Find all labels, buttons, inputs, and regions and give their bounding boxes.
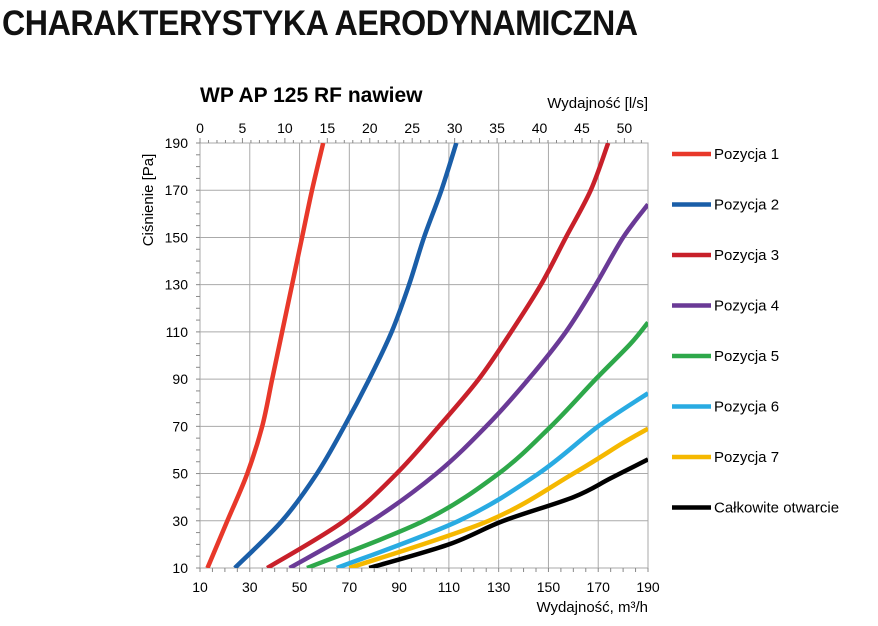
x2-tick-label: 35 [489,120,505,136]
series-line-8 [368,457,648,568]
y-tick-label: 130 [165,277,189,293]
legend-label: Pozycja 4 [714,298,779,315]
page-heading: CHARAKTERYSTYKA AERODYNAMICZNA [2,4,638,43]
x-tick-label: 90 [391,579,407,595]
legend-label: Pozycja 7 [714,449,779,466]
chart-title: WP AP 125 RF nawiew [200,84,423,107]
top-axis-label: Wydajność [l/s] [547,95,648,112]
series-line-3 [266,143,611,568]
x2-tick-label: 40 [532,120,548,136]
y-tick-label: 110 [166,324,189,340]
legend-label: Pozycja 6 [714,399,779,416]
x-tick-label: 190 [636,579,660,595]
x2-tick-label: 50 [617,120,633,136]
x-tick-label: 110 [438,579,461,595]
y-tick-label: 170 [165,182,189,198]
series-line-6 [336,391,648,568]
y-tick-label: 90 [172,371,188,387]
x2-tick-label: 10 [277,120,293,136]
x-tick-label: 130 [487,579,511,595]
x-tick-label: 30 [242,579,258,595]
series-line-7 [348,426,648,568]
y-tick-label: 10 [172,560,188,576]
x-tick-label: 10 [192,579,208,595]
legend-label: Pozycja 5 [714,348,779,365]
bottom-axis-label: Wydajność, m³/h [536,599,648,616]
series-line-4 [288,203,648,568]
y-tick-label: 150 [165,229,189,245]
x-tick-label: 150 [537,579,561,595]
legend-label: Pozycja 3 [714,247,779,264]
y-tick-label: 70 [172,418,188,434]
y-tick-label: 50 [172,466,188,482]
x2-tick-label: 5 [239,120,247,136]
x2-tick-label: 15 [320,120,336,136]
legend-label: Pozycja 2 [714,197,779,214]
legend-label: Całkowite otwarcie [714,500,839,517]
x2-tick-label: 0 [196,120,204,136]
x2-tick-label: 30 [447,120,463,136]
legend-label: Pozycja 1 [714,146,779,163]
x-tick-label: 50 [292,579,308,595]
y-tick-label: 30 [172,513,188,529]
x-tick-label: 170 [587,579,611,595]
series-line-5 [306,321,648,568]
series-line-2 [233,143,459,568]
series-line-1 [205,143,326,568]
x2-tick-label: 25 [404,120,420,136]
x-tick-label: 70 [342,579,358,595]
y-axis-label: Ciśnienie [Pa] [140,154,157,247]
x2-tick-label: 20 [362,120,378,136]
y-tick-label: 190 [165,135,189,151]
x2-tick-label: 45 [574,120,590,136]
